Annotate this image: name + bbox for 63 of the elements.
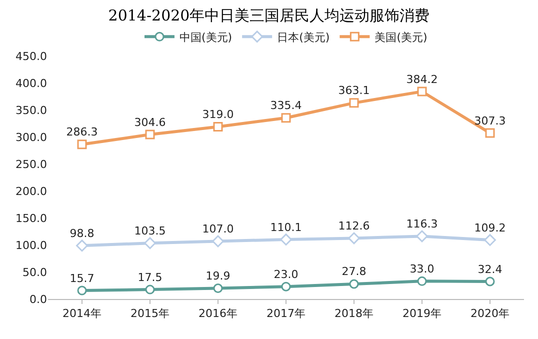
data-label: 304.6 xyxy=(134,116,166,129)
point xyxy=(349,98,359,108)
point xyxy=(485,128,495,138)
data-label: 23.0 xyxy=(274,268,298,281)
x-tick-label: 2015年 xyxy=(130,307,170,320)
point xyxy=(416,230,428,242)
x-tick-label: 2017年 xyxy=(266,307,306,320)
data-label: 319.0 xyxy=(202,108,234,121)
point xyxy=(213,122,223,132)
y-tick-label: 400.0 xyxy=(16,76,47,90)
point xyxy=(77,286,87,296)
y-tick-label: 100.0 xyxy=(16,238,47,252)
x-tick-label: 2018年 xyxy=(334,307,374,320)
data-label: 103.5 xyxy=(134,224,166,238)
data-label: 98.8 xyxy=(70,226,94,240)
point xyxy=(76,240,88,252)
data-label: 335.4 xyxy=(270,99,302,112)
y-tick-label: 200.0 xyxy=(16,184,47,198)
legend-label: 美国(美元) xyxy=(374,30,428,44)
legend-label: 日本(美元) xyxy=(277,30,330,44)
point xyxy=(145,130,155,140)
data-label: 116.3 xyxy=(406,217,438,230)
y-tick-label: 350.0 xyxy=(16,104,47,117)
data-label: 33.0 xyxy=(410,262,434,276)
y-tick-label: 300.0 xyxy=(16,130,47,144)
point xyxy=(349,279,359,289)
data-label: 109.2 xyxy=(474,221,506,234)
y-tick-label: 50.0 xyxy=(22,266,47,279)
data-label: 15.7 xyxy=(70,272,94,285)
point xyxy=(484,234,496,246)
y-tick-label: 450.0 xyxy=(16,50,47,63)
data-label: 363.1 xyxy=(338,84,370,98)
point xyxy=(485,276,495,286)
point xyxy=(281,113,291,123)
chart-title: 2014-2020年中日美三国居民人均运动服饰消费 xyxy=(108,6,430,25)
point xyxy=(281,282,291,292)
x-tick-label: 2019年 xyxy=(402,307,442,320)
point xyxy=(145,284,155,294)
data-label: 384.2 xyxy=(406,72,438,86)
point xyxy=(77,140,87,150)
data-label: 107.0 xyxy=(202,222,234,236)
x-tick-label: 2016年 xyxy=(198,307,238,320)
y-tick-label: 250.0 xyxy=(16,158,47,171)
point xyxy=(417,276,427,286)
legend-label: 中国(美元) xyxy=(180,30,232,44)
data-label: 307.3 xyxy=(474,114,506,128)
point xyxy=(213,284,223,293)
x-tick-label: 2020年 xyxy=(470,307,510,320)
data-label: 27.8 xyxy=(342,265,366,278)
data-label: 32.4 xyxy=(478,262,502,276)
point xyxy=(348,232,360,244)
data-label: 19.9 xyxy=(206,270,230,282)
data-label: 112.6 xyxy=(338,219,370,232)
y-tick-label: 150.0 xyxy=(16,212,47,225)
point xyxy=(280,234,292,246)
point xyxy=(212,235,224,248)
y-tick-label: 0.0 xyxy=(30,292,47,306)
point xyxy=(417,86,427,96)
data-label: 17.5 xyxy=(138,270,162,284)
x-tick-label: 2014年 xyxy=(62,307,102,320)
data-label: 286.3 xyxy=(66,126,98,139)
data-label: 110.1 xyxy=(270,220,302,234)
point xyxy=(144,237,156,250)
